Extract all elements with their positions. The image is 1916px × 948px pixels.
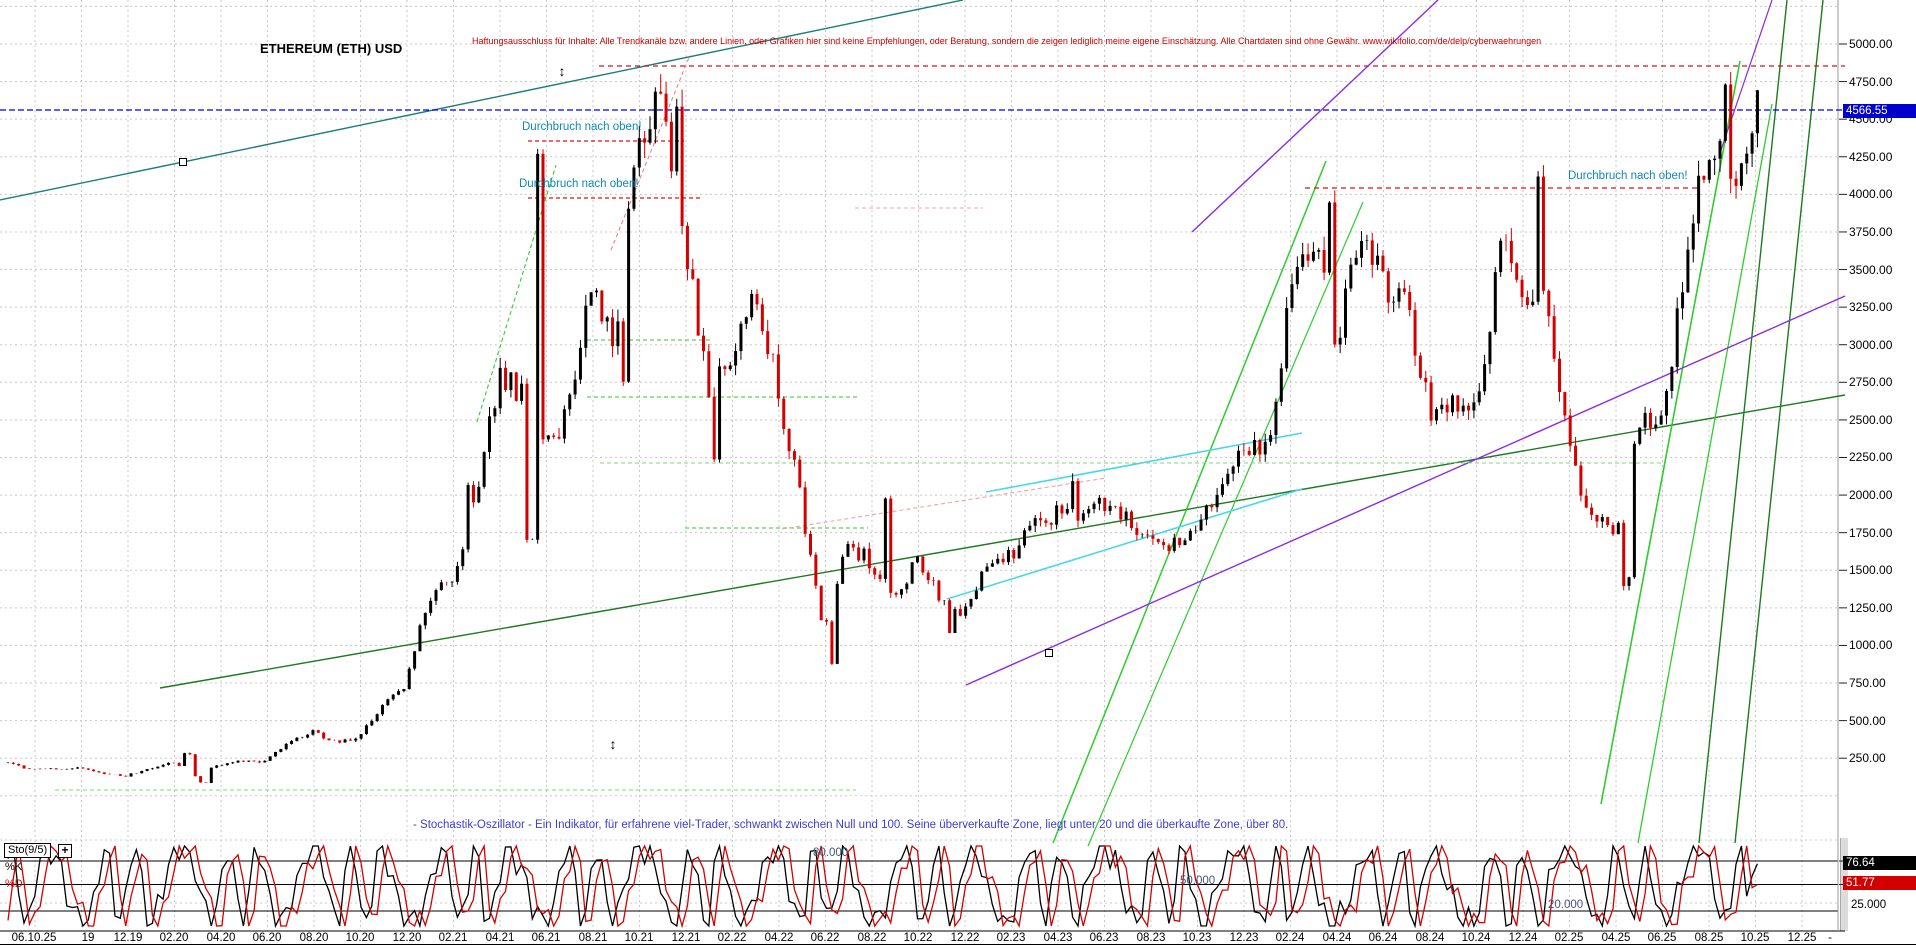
d-series-label: %D: [5, 878, 23, 890]
date-axis-label: 10.24: [1461, 932, 1491, 944]
date-axis-label: 06.23: [1089, 932, 1119, 944]
disclaimer-text: Haftungsausschluss für Inhalte: Alle Tre…: [472, 36, 1542, 46]
date-axis-label: 08.25: [1694, 932, 1724, 944]
price-axis-label: 2000.00: [1849, 488, 1893, 503]
price-axis-label: 2500.00: [1849, 412, 1893, 427]
date-axis-label: 04.21: [485, 932, 515, 944]
price-axis-label: 750.00: [1849, 676, 1886, 691]
date-axis-label: 02.21: [438, 932, 468, 944]
date-axis-label: 12.21: [671, 932, 701, 944]
price-axis-label: 500.00: [1849, 713, 1886, 728]
date-axis-label: 12.19: [113, 932, 143, 944]
date-axis-label: 19: [81, 932, 95, 944]
resize-cursor-icon[interactable]: ↕: [610, 736, 617, 752]
date-axis-label: 08.22: [857, 932, 887, 944]
date-axis-label: 02.20: [159, 932, 189, 944]
date-axis-label: 06.21: [531, 932, 561, 944]
price-axis-label: 1750.00: [1849, 525, 1893, 540]
chart-title: ETHEREUM (ETH) USD: [260, 41, 403, 56]
oscillator-description: - Stochastik-Oszillator - Ein Indikator,…: [413, 819, 1289, 831]
price-axis-label: 2750.00: [1849, 375, 1893, 390]
date-axis-label: 06.20: [252, 932, 282, 944]
add-indicator-button[interactable]: +: [58, 844, 72, 858]
grid-lines: [0, 0, 1838, 931]
oscillator-level-label: 50.000: [1180, 875, 1216, 887]
date-axis-label: 10.22: [903, 932, 933, 944]
price-axis-label: 250.00: [1849, 751, 1886, 766]
drag-handles[interactable]: ↕↕: [179, 63, 1053, 752]
stochastic-k-value-badge: 76.64: [1843, 856, 1916, 870]
date-axis-label: 08.21: [578, 932, 608, 944]
date-axis-label: 02.22: [717, 932, 747, 944]
price-axis-label: 1500.00: [1849, 563, 1893, 578]
stochastic-plot: [7, 843, 1758, 929]
breakout-annotation[interactable]: Durchbruch nach oben!: [519, 178, 639, 190]
date-axis-label: 04.20: [206, 932, 236, 944]
date-axis-label: 04.25: [1601, 932, 1631, 944]
date-axis-label: 06.22: [810, 932, 840, 944]
price-axis-label: 3000.00: [1849, 337, 1893, 352]
current-price-badge: 4566.55: [1843, 104, 1916, 118]
date-axis-label: 04.24: [1322, 932, 1352, 944]
trendline-handle[interactable]: [1045, 649, 1053, 657]
date-axis-label: 08.24: [1415, 932, 1445, 944]
price-axis-label: 4000.00: [1849, 187, 1893, 202]
k-series-label: %K: [5, 861, 23, 873]
date-axis-label: 10.21: [624, 932, 654, 944]
oscillator-level-label: 20.000: [1548, 899, 1584, 911]
date-axis-label: 12.22: [950, 932, 980, 944]
trend-lines[interactable]: [0, 0, 1846, 847]
trendline-handle[interactable]: [179, 158, 187, 166]
price-axis-label: 4250.00: [1849, 149, 1893, 164]
date-axis-label: 10.25: [1740, 932, 1770, 944]
date-axis-label: 12.20: [392, 932, 422, 944]
date-axis-label: 12.24: [1508, 932, 1538, 944]
date-axis-label: 06.24: [1368, 932, 1398, 944]
date-axis-label: 10.23: [1182, 932, 1212, 944]
price-axis-label: 3750.00: [1849, 224, 1893, 239]
date-axis-label: 10.20: [345, 932, 375, 944]
date-axis-label: 08.23: [1136, 932, 1166, 944]
date-axis-label: 02.25: [1554, 932, 1584, 944]
date-axis-label: 06.25: [1647, 932, 1677, 944]
indicator-settings-button[interactable]: Sto(9/5): [4, 843, 52, 858]
date-axis-label: 04.22: [764, 932, 794, 944]
date-axis-label: 02.23: [996, 932, 1026, 944]
candles: [6, 71, 1759, 784]
price-axis-label: 1000.00: [1849, 638, 1893, 653]
price-axis-label: 3500.00: [1849, 262, 1893, 277]
price-axis-label: 4750.00: [1849, 74, 1893, 89]
date-axis-label: -: [1828, 932, 1832, 944]
oscillator-axis-label: 25.000: [1851, 899, 1887, 911]
price-axis-label: 5000.00: [1849, 37, 1893, 51]
breakout-annotation[interactable]: Durchbruch nach oben!: [522, 121, 642, 133]
date-axis-label: 12.25: [1787, 932, 1817, 944]
resize-cursor-icon[interactable]: ↕: [559, 63, 566, 79]
price-axis-label: 1250.00: [1849, 600, 1893, 615]
breakout-annotation[interactable]: Durchbruch nach oben!: [1568, 170, 1688, 182]
date-axis-label: 02.24: [1275, 932, 1305, 944]
stochastic-d-value-badge: 51.77: [1843, 876, 1916, 890]
price-axis-label: 3250.00: [1849, 300, 1893, 315]
price-axis-label: 2250.00: [1849, 450, 1893, 465]
date-axis-label: 06.10.25: [11, 932, 57, 944]
date-axis-label: 04.23: [1043, 932, 1073, 944]
stochastic-d-line: [7, 843, 1758, 929]
oscillator-level-label: 80.000: [813, 847, 849, 859]
date-axis-label: 08.20: [299, 932, 329, 944]
date-axis-label: 12.23: [1229, 932, 1259, 944]
